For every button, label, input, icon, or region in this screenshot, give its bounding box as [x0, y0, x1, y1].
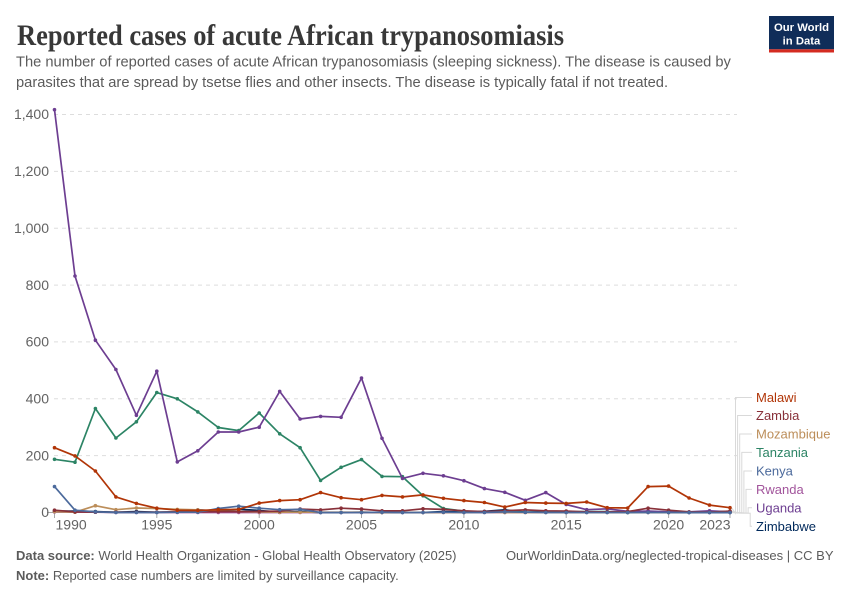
- svg-text:Data source: World Health Orga: Data source: World Health Organization -…: [16, 548, 457, 563]
- svg-text:Tanzania: Tanzania: [756, 445, 809, 460]
- svg-text:0: 0: [41, 504, 49, 520]
- svg-text:1,200: 1,200: [14, 163, 49, 179]
- svg-text:The number of reported cases o: The number of reported cases of acute Af…: [16, 55, 732, 71]
- svg-text:2010: 2010: [448, 517, 479, 533]
- svg-text:Reported cases of acute Africa: Reported cases of acute African trypanos…: [17, 20, 564, 52]
- svg-text:Rwanda: Rwanda: [756, 482, 804, 497]
- svg-text:2020: 2020: [653, 517, 684, 533]
- svg-text:200: 200: [26, 447, 50, 463]
- svg-text:1,400: 1,400: [14, 106, 49, 122]
- svg-text:Our World: Our World: [774, 22, 829, 34]
- svg-text:2023: 2023: [699, 517, 730, 533]
- svg-text:400: 400: [26, 391, 50, 407]
- svg-text:in Data: in Data: [783, 36, 821, 48]
- svg-text:OurWorldinData.org/neglected-t: OurWorldinData.org/neglected-tropical-di…: [506, 548, 834, 563]
- svg-text:Mozambique: Mozambique: [756, 427, 830, 442]
- svg-text:800: 800: [26, 277, 50, 293]
- svg-text:2000: 2000: [244, 517, 275, 533]
- svg-text:Uganda: Uganda: [756, 500, 802, 515]
- svg-text:2005: 2005: [346, 517, 377, 533]
- svg-text:Zambia: Zambia: [756, 408, 800, 423]
- svg-text:Zimbabwe: Zimbabwe: [756, 519, 816, 534]
- svg-text:1,000: 1,000: [14, 220, 49, 236]
- svg-text:Malawi: Malawi: [756, 390, 797, 405]
- svg-text:1990: 1990: [56, 517, 87, 533]
- svg-text:2015: 2015: [551, 517, 582, 533]
- svg-text:600: 600: [26, 334, 50, 350]
- svg-text:Note: Reported case numbers ar: Note: Reported case numbers are limited …: [16, 568, 399, 583]
- svg-text:1995: 1995: [141, 517, 172, 533]
- svg-text:Kenya: Kenya: [756, 464, 794, 479]
- svg-text:parasites that are spread by t: parasites that are spread by tsetse flie…: [16, 75, 668, 91]
